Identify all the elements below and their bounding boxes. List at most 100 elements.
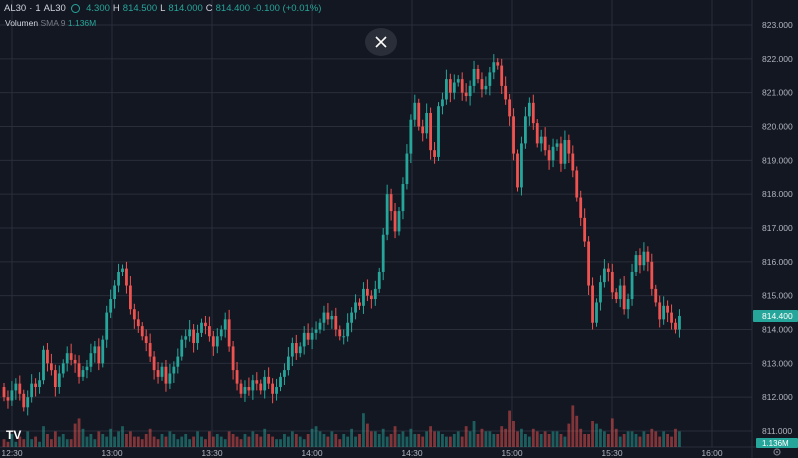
volume-bar [476, 434, 480, 447]
volume-bar [306, 434, 310, 447]
volume-bar [437, 431, 440, 447]
volume-bar [358, 434, 361, 447]
volume-bar [314, 426, 318, 447]
volume-bar [152, 436, 156, 447]
volume-bar [227, 431, 231, 447]
candle-body [531, 102, 535, 124]
close-button[interactable] [365, 28, 397, 56]
volume-bar [626, 431, 630, 447]
candle-body [215, 336, 219, 347]
volume-bar [271, 436, 274, 447]
volume-bar [417, 434, 421, 447]
volume-bar [160, 434, 164, 447]
interval-label[interactable]: 1 [35, 3, 41, 14]
candle-body [389, 194, 393, 212]
volume-bar [575, 415, 579, 447]
high-label: H [112, 3, 120, 14]
volume-bar [539, 434, 543, 447]
candle-body [26, 397, 30, 408]
volume-bar [484, 431, 488, 447]
candle-body [85, 366, 89, 371]
volume-bar [389, 434, 393, 447]
volume-bar [421, 436, 425, 447]
candle-body [132, 309, 136, 320]
volume-bar [456, 431, 460, 447]
status-dot-icon [71, 3, 81, 13]
candles [2, 54, 681, 416]
candle-body [504, 85, 508, 100]
candle-body [57, 373, 61, 388]
candle-body [654, 288, 658, 303]
candle-body [326, 312, 330, 320]
volume-bar [618, 436, 622, 447]
candle-body [500, 65, 504, 86]
price-tick-label: 815.000 [762, 291, 793, 301]
volume-bar [34, 436, 37, 447]
volume-bar [117, 431, 120, 447]
candle-body [516, 153, 519, 188]
volume-label[interactable]: Volumen [5, 18, 39, 28]
time-axis[interactable]: 12:30 13:00 13:30 14:00 14:30 15:00 15:30 16:00 [1, 448, 723, 458]
candle-body [535, 123, 539, 144]
volume-bar [85, 436, 89, 447]
volume-bar [425, 431, 429, 447]
settings-gear-icon[interactable] [772, 447, 782, 457]
candle-body [417, 102, 421, 127]
candle-body [105, 312, 109, 340]
volume-bar [500, 426, 504, 447]
volume-bar [290, 431, 294, 447]
volume-bar [259, 436, 263, 447]
candle-body [646, 251, 650, 262]
candle-body [227, 319, 231, 347]
candle-body [6, 397, 10, 401]
candle-body [460, 79, 464, 93]
volume-bar [520, 428, 523, 447]
candle-body [508, 99, 511, 117]
candle-body [34, 383, 37, 388]
volume-bar [73, 423, 77, 447]
volume-bar [283, 434, 286, 447]
volume-bar [567, 423, 571, 447]
volume-badge [756, 438, 798, 448]
volume-bar [330, 431, 334, 447]
change-value: -0.100 (+0.01%) [252, 3, 322, 14]
candle-body [405, 153, 409, 185]
price-axis[interactable]: 823.000 822.000 821.000 820.000 819.000 818.0… [753, 20, 798, 448]
volume-bar [322, 434, 326, 447]
candle-body [662, 305, 666, 320]
volume-bar [492, 434, 496, 447]
candle-body [223, 319, 227, 330]
candle-body [89, 353, 93, 367]
volume-bar [658, 436, 662, 447]
volume-bar [65, 439, 69, 447]
volume-badge-label: 1.136M [762, 439, 789, 448]
candle-body [180, 339, 184, 357]
volume-bar [563, 436, 567, 447]
volume-bar [634, 434, 638, 447]
volume-bar [172, 434, 176, 447]
tradingview-logo[interactable]: TV [6, 428, 22, 442]
candle-body [634, 255, 638, 272]
candle-body [429, 112, 432, 151]
candle-body [366, 288, 369, 296]
symbol-name[interactable]: AL30 [4, 3, 27, 14]
volume-bar [350, 428, 353, 447]
volume-bar [571, 405, 575, 447]
volume-bar [448, 436, 452, 447]
candle-body [101, 339, 105, 364]
volume-bar [176, 439, 180, 447]
volume-bar [223, 439, 227, 447]
volume-bar [156, 439, 160, 447]
symbol-name-2: AL30 [43, 3, 66, 14]
candle-body [409, 119, 413, 154]
volume-bar [136, 436, 140, 447]
volume-bar [326, 436, 330, 447]
volume-bar [346, 436, 350, 447]
last-price-badge [753, 309, 798, 322]
candle-body [539, 136, 543, 144]
volume-bar [287, 436, 290, 447]
volume-bar [579, 428, 583, 447]
candle-body [433, 150, 436, 157]
last-price-label: 814.400 [762, 311, 793, 321]
